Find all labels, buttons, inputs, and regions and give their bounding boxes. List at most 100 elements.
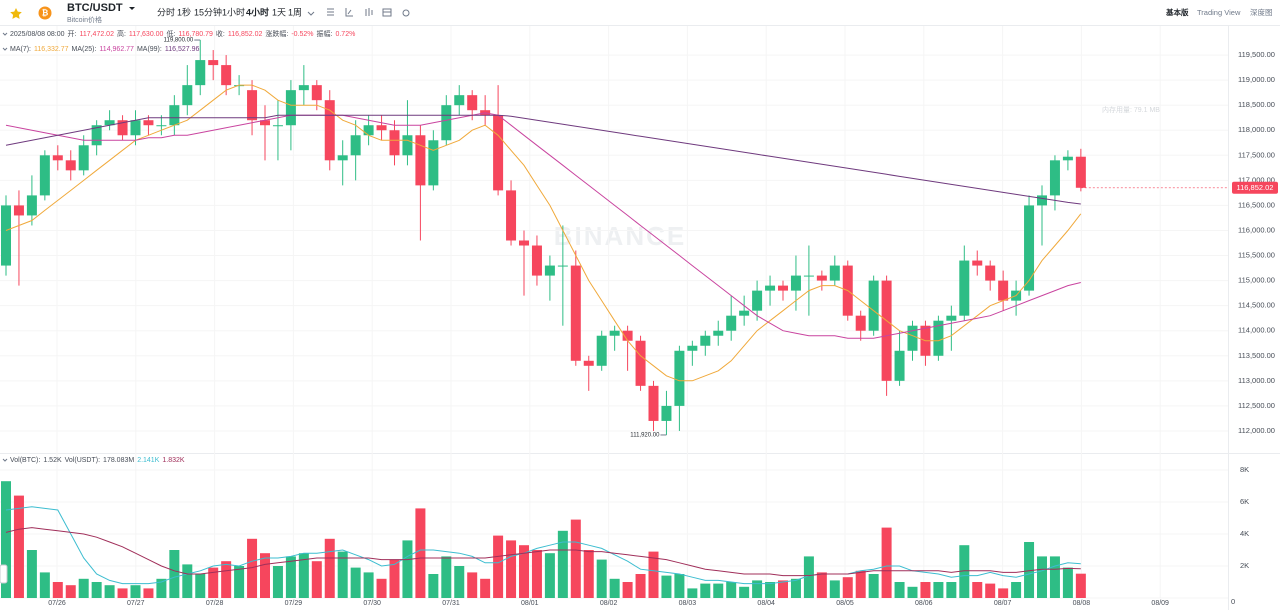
drawing-icon[interactable] bbox=[345, 8, 353, 17]
volume-bar bbox=[234, 566, 245, 598]
symbol-dropdown[interactable] bbox=[129, 7, 135, 10]
candle-body bbox=[635, 340, 646, 386]
interval-tab[interactable]: 分时 bbox=[157, 6, 175, 17]
coin-symbol: ₿ bbox=[42, 9, 49, 18]
candle-body bbox=[428, 140, 439, 186]
volume-bar bbox=[1024, 542, 1035, 598]
info-value: 117,472.02 bbox=[79, 31, 114, 38]
candle-body bbox=[454, 95, 465, 106]
y-tick-label: 116,000.00 bbox=[1238, 225, 1275, 234]
settings-icon[interactable] bbox=[402, 9, 410, 17]
volume-bar bbox=[829, 580, 840, 598]
x-tick-label: 07/26 bbox=[48, 600, 66, 607]
volume-legend-label: Vol(BTC): bbox=[10, 457, 40, 464]
volume-bar bbox=[570, 519, 581, 598]
view-tab[interactable]: Trading View bbox=[1197, 8, 1241, 17]
x-tick-label: 08/01 bbox=[521, 600, 539, 607]
volume-bar bbox=[350, 567, 361, 598]
candle-body bbox=[661, 405, 672, 421]
panel-handle[interactable] bbox=[0, 564, 8, 584]
volume-bar bbox=[1011, 582, 1022, 598]
view-tab[interactable]: 基本版 bbox=[1165, 7, 1189, 17]
candle-body bbox=[894, 350, 905, 381]
x-tick-label: 08/06 bbox=[915, 600, 933, 607]
candle-icon[interactable] bbox=[365, 8, 373, 16]
volume-bar bbox=[635, 574, 646, 598]
candle-body bbox=[855, 315, 866, 331]
candle-body bbox=[298, 85, 309, 91]
candle-body bbox=[907, 325, 918, 351]
y-tick-label: 119,500.00 bbox=[1238, 50, 1275, 59]
volume-bar bbox=[363, 572, 374, 598]
candle-body bbox=[1037, 195, 1047, 206]
volume-bar bbox=[622, 582, 633, 598]
volume-bar bbox=[946, 582, 957, 598]
ma-legend-value: 114,962.77 bbox=[99, 46, 134, 53]
ma-line bbox=[5, 84, 1082, 382]
candle-body bbox=[493, 115, 504, 191]
candle-body bbox=[583, 360, 594, 366]
volume-bar bbox=[506, 540, 517, 598]
volume-bar bbox=[661, 575, 672, 598]
y-tick-label: 117,500.00 bbox=[1238, 150, 1275, 159]
y-tick-label: 118,500.00 bbox=[1238, 100, 1275, 109]
volume-bar bbox=[557, 530, 568, 598]
y-tick-label: 112,000.00 bbox=[1238, 426, 1275, 435]
candle-body bbox=[247, 90, 258, 121]
x-tick-label: 07/27 bbox=[127, 600, 145, 607]
candle-body bbox=[130, 120, 141, 136]
volume-bar bbox=[544, 553, 555, 598]
candle-body bbox=[39, 155, 50, 196]
x-tick-label: 08/09 bbox=[1151, 600, 1169, 607]
volume-bar bbox=[700, 583, 711, 598]
x-tick-label: 08/04 bbox=[757, 600, 775, 607]
interval-tab[interactable]: 4小时 bbox=[246, 6, 269, 17]
symbol[interactable]: BTC/USDT bbox=[67, 2, 123, 14]
candle-body bbox=[648, 385, 659, 421]
indicator-icon[interactable] bbox=[327, 8, 334, 16]
memory-note: 内存用量: 79.1 MB bbox=[1102, 105, 1160, 114]
coin-icon bbox=[38, 6, 52, 20]
interval-tab[interactable]: 1小时 bbox=[222, 6, 245, 17]
info-label: 2025/08/08 08:00 bbox=[10, 31, 65, 38]
volume-bar bbox=[609, 578, 620, 598]
ma-line bbox=[5, 112, 1081, 339]
volume-bar bbox=[221, 561, 232, 598]
candle-body bbox=[104, 120, 115, 126]
interval-tab[interactable]: 15分钟 bbox=[194, 6, 222, 17]
volume-bar bbox=[130, 585, 141, 598]
interval-tab[interactable]: 1天 bbox=[272, 7, 286, 17]
candle-body bbox=[519, 240, 529, 246]
favorite-star[interactable] bbox=[10, 8, 22, 19]
volume-bar bbox=[156, 578, 167, 598]
candle-body bbox=[402, 135, 413, 156]
layout-icon[interactable] bbox=[382, 8, 392, 17]
y-tick-label: 113,000.00 bbox=[1238, 376, 1275, 385]
volume-bar bbox=[480, 578, 491, 598]
volume-bar bbox=[13, 495, 24, 598]
y-tick-label: 116,500.00 bbox=[1238, 200, 1275, 209]
interval-tab[interactable]: 1周 bbox=[288, 7, 302, 17]
volume-bar bbox=[816, 572, 827, 598]
volume-bar bbox=[39, 572, 50, 598]
volume-bar bbox=[311, 561, 322, 598]
view-tab[interactable]: 深度图 bbox=[1250, 7, 1273, 17]
volume-bar bbox=[998, 588, 1009, 598]
candle-body bbox=[1, 205, 11, 266]
candle-body bbox=[829, 265, 840, 281]
candle-body bbox=[674, 350, 685, 406]
candle-body bbox=[570, 265, 581, 361]
last-price-tag bbox=[1232, 181, 1278, 194]
symbol-subtitle[interactable]: Bitcoin价格 bbox=[67, 15, 102, 24]
candle-body bbox=[816, 275, 827, 281]
candle-body bbox=[272, 125, 283, 127]
candle-body bbox=[687, 345, 698, 351]
candle-body bbox=[622, 330, 633, 341]
volume-bar bbox=[985, 583, 996, 598]
x-tick-label: 07/31 bbox=[442, 600, 460, 607]
candle-body bbox=[557, 265, 568, 267]
y-tick-label: 113,500.00 bbox=[1238, 351, 1275, 360]
more-intervals[interactable] bbox=[307, 11, 315, 16]
volume-bar bbox=[78, 578, 89, 598]
interval-tab[interactable]: 1秒 bbox=[177, 6, 191, 17]
